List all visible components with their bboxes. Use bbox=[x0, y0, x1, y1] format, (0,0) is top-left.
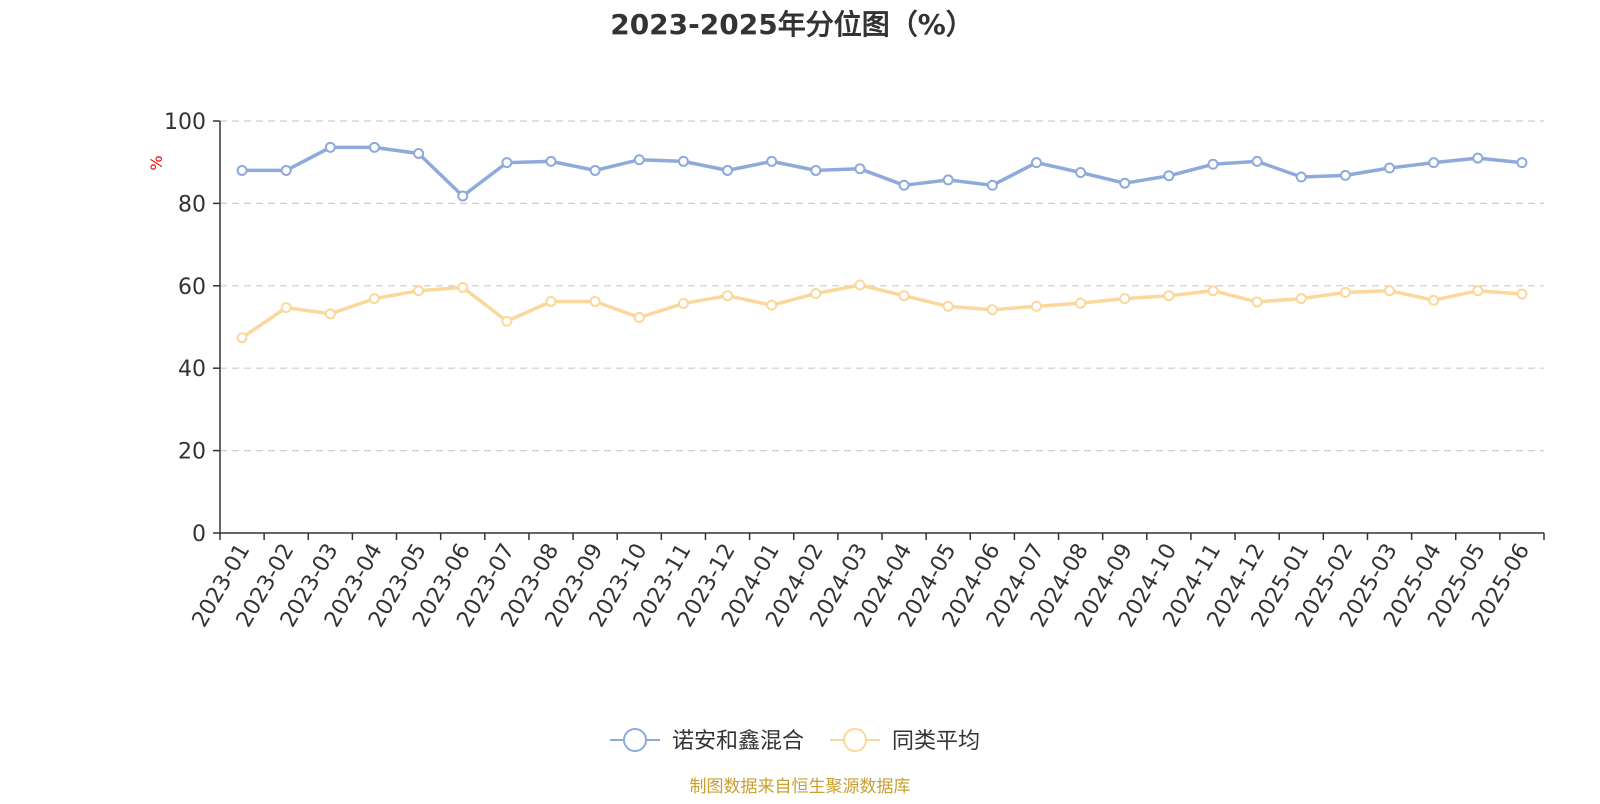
data-point[interactable] bbox=[236, 164, 248, 176]
data-point[interactable] bbox=[1207, 285, 1219, 297]
data-point[interactable] bbox=[589, 164, 601, 176]
legend-item[interactable]: 诺安和鑫混合 bbox=[610, 728, 804, 754]
y-tick-label: 100 bbox=[164, 110, 206, 135]
data-point[interactable] bbox=[545, 295, 557, 307]
legend-item[interactable]: 同类平均 bbox=[830, 728, 980, 754]
data-point[interactable] bbox=[1163, 290, 1175, 302]
data-point[interactable] bbox=[1163, 170, 1175, 182]
data-point[interactable] bbox=[324, 308, 336, 320]
y-tick-label: 80 bbox=[178, 192, 206, 217]
data-point[interactable] bbox=[280, 302, 292, 314]
data-point[interactable] bbox=[1119, 293, 1131, 305]
data-point[interactable] bbox=[1428, 157, 1440, 169]
data-point[interactable] bbox=[766, 155, 778, 167]
data-point[interactable] bbox=[1339, 169, 1351, 181]
data-point[interactable] bbox=[368, 141, 380, 153]
data-point[interactable] bbox=[589, 295, 601, 307]
data-point[interactable] bbox=[722, 164, 734, 176]
legend-label: 同类平均 bbox=[892, 729, 980, 754]
data-point[interactable] bbox=[1384, 162, 1396, 174]
legend-marker bbox=[843, 728, 867, 752]
data-point[interactable] bbox=[854, 279, 866, 291]
data-point[interactable] bbox=[1251, 296, 1263, 308]
data-point[interactable] bbox=[986, 304, 998, 316]
data-point[interactable] bbox=[1295, 293, 1307, 305]
data-point[interactable] bbox=[633, 154, 645, 166]
data-point[interactable] bbox=[545, 155, 557, 167]
data-point[interactable] bbox=[1295, 171, 1307, 183]
y-tick-label: 20 bbox=[178, 440, 206, 465]
y-tick-label: 60 bbox=[178, 275, 206, 300]
data-point[interactable] bbox=[986, 179, 998, 191]
data-point[interactable] bbox=[677, 155, 689, 167]
data-point[interactable] bbox=[1119, 177, 1131, 189]
grid-lines bbox=[220, 120, 1544, 452]
data-point[interactable] bbox=[1516, 288, 1528, 300]
y-tick-label: 40 bbox=[178, 357, 206, 382]
data-point[interactable] bbox=[236, 332, 248, 344]
data-point[interactable] bbox=[1428, 294, 1440, 306]
data-point[interactable] bbox=[1516, 157, 1528, 169]
series-group bbox=[236, 141, 1528, 202]
y-tick-label: 0 bbox=[192, 522, 206, 547]
data-point[interactable] bbox=[1472, 285, 1484, 297]
data-point[interactable] bbox=[942, 300, 954, 312]
data-point[interactable] bbox=[501, 157, 513, 169]
data-point[interactable] bbox=[854, 163, 866, 175]
source-note: 制图数据来自恒生聚源数据库 bbox=[690, 777, 911, 797]
data-point[interactable] bbox=[1030, 157, 1042, 169]
data-point[interactable] bbox=[501, 315, 513, 327]
data-point[interactable] bbox=[1472, 152, 1484, 164]
data-point[interactable] bbox=[810, 288, 822, 300]
data-point[interactable] bbox=[810, 164, 822, 176]
chart-title: 2023-2025年分位图（%） bbox=[610, 8, 974, 41]
data-point[interactable] bbox=[1384, 285, 1396, 297]
data-point[interactable] bbox=[1075, 167, 1087, 178]
legend[interactable]: 诺安和鑫混合 同类平均 bbox=[610, 728, 980, 754]
legend-label: 诺安和鑫混合 bbox=[672, 729, 804, 754]
data-point[interactable] bbox=[1339, 286, 1351, 298]
data-point[interactable] bbox=[1207, 158, 1219, 170]
series-group bbox=[236, 279, 1528, 344]
axes: 0204060801002023-012023-022023-032023-04… bbox=[164, 110, 1545, 632]
data-point[interactable] bbox=[766, 299, 778, 311]
data-point[interactable] bbox=[1075, 297, 1087, 309]
y-axis-unit-label: % bbox=[147, 155, 166, 170]
data-point[interactable] bbox=[368, 293, 380, 305]
data-point[interactable] bbox=[413, 285, 425, 297]
data-point[interactable] bbox=[898, 179, 910, 191]
data-point[interactable] bbox=[457, 281, 469, 293]
series-line bbox=[240, 145, 1524, 198]
data-point[interactable] bbox=[457, 190, 469, 202]
legend-marker bbox=[623, 728, 647, 752]
series-line bbox=[240, 283, 1524, 340]
data-point[interactable] bbox=[324, 141, 336, 153]
series-lines bbox=[236, 141, 1528, 344]
data-point[interactable] bbox=[280, 164, 292, 176]
data-point[interactable] bbox=[942, 174, 954, 186]
data-point[interactable] bbox=[722, 290, 734, 302]
data-point[interactable] bbox=[633, 312, 645, 324]
data-point[interactable] bbox=[677, 298, 689, 310]
data-point[interactable] bbox=[1030, 300, 1042, 312]
data-point[interactable] bbox=[1251, 155, 1263, 167]
data-point[interactable] bbox=[413, 148, 425, 160]
data-point[interactable] bbox=[898, 290, 910, 302]
